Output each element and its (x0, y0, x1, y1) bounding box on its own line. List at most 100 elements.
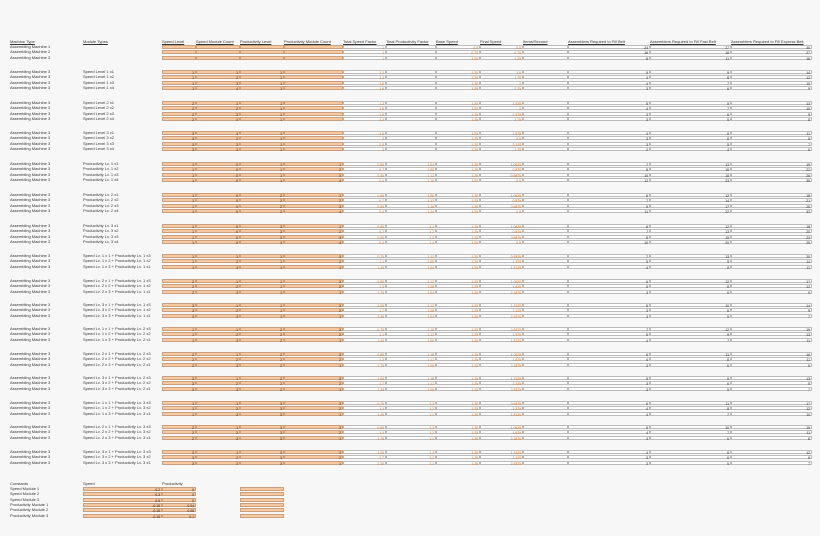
cell-b1[interactable]: 3 (568, 460, 650, 466)
machine-type-cell[interactable]: Assembling Machine 3 (10, 145, 51, 151)
cell-b1[interactable]: 3 (568, 386, 650, 392)
cell-pc[interactable]: 3 (284, 401, 343, 406)
cell-b2[interactable]: 12 (650, 224, 731, 229)
cell-pc[interactable]: 2 (284, 381, 343, 386)
constant-cell-speed[interactable]: 0.3 (83, 492, 162, 497)
constant-cell-blank[interactable] (240, 492, 284, 497)
cell-tpf[interactable] (386, 106, 436, 111)
cell-pl[interactable] (240, 50, 284, 55)
cell-pc[interactable]: 1 (284, 264, 343, 270)
cell-tsf[interactable]: 0.55 (343, 172, 386, 178)
cell-b2[interactable]: 5 (650, 386, 731, 392)
cell-sc[interactable]: 0 (196, 177, 240, 183)
module-type-cell[interactable]: Productivity Lv. 3 x1 (83, 223, 119, 228)
cell-tpf[interactable]: 1.1 (386, 224, 436, 229)
cell-sc[interactable]: 2 (196, 332, 240, 337)
cell-sc[interactable]: 2 (196, 136, 240, 141)
cell-ips[interactable] (523, 234, 568, 239)
module-type-cell[interactable]: Speed Level 2 x2 (83, 105, 114, 111)
cell-tpf[interactable] (386, 131, 436, 135)
constant-cell-speed[interactable]: -0.15 (83, 513, 162, 519)
cell-tpf[interactable] (386, 55, 436, 60)
cell-sl[interactable] (162, 50, 196, 55)
cell-b1[interactable]: 3 (568, 111, 650, 117)
cell-sc[interactable]: 1 (196, 425, 240, 430)
cell-pl[interactable]: 3 (240, 229, 284, 234)
cell-tpf[interactable] (386, 80, 436, 85)
cell-bs[interactable]: 1.25 (436, 425, 480, 430)
cell-tsf[interactable]: 1.45 (343, 411, 386, 417)
module-type-cell[interactable]: Speed Level 3 x3 (83, 140, 114, 146)
cell-fs[interactable]: 0.5 (480, 45, 523, 50)
module-type-cell[interactable]: Speed Lv. 3 x 1 + Productivity Lv. 1 x3 (83, 302, 151, 307)
module-type-cell[interactable]: Speed Lv. 2 x 1 + Productivity Lv. 3 x3 (83, 424, 151, 429)
module-type-cell[interactable]: Speed Lv. 1 x 2 + Productivity Lv. 2 x2 (83, 331, 151, 337)
cell-sc[interactable] (196, 45, 240, 49)
cell-tpf[interactable] (386, 85, 436, 90)
cell-pc[interactable]: 4 (284, 239, 343, 245)
cell-sl[interactable]: 1 (162, 162, 196, 167)
cell-pl[interactable]: 2 (240, 332, 284, 337)
cell-sl[interactable]: 2 (162, 279, 196, 284)
machine-type-cell[interactable]: Assembling Machine 3 (10, 253, 51, 258)
cell-tsf[interactable]: 1.9 (343, 111, 386, 117)
cell-ips[interactable] (523, 362, 568, 367)
machine-type-cell[interactable]: Assembling Machine 3 (10, 140, 51, 146)
cell-tpf[interactable]: 1.2 (386, 406, 436, 411)
cell-bs[interactable]: 1.25 (436, 224, 480, 229)
cell-pc[interactable]: 1 (284, 313, 343, 319)
cell-fs[interactable]: 1.375 (480, 259, 523, 264)
cell-pl[interactable]: 2 (240, 386, 284, 392)
cell-pl[interactable]: 3 (240, 406, 284, 411)
cell-sl[interactable]: 3 (162, 455, 196, 460)
cell-pl[interactable]: 3 (240, 224, 284, 229)
machine-type-cell[interactable]: Assembling Machine 3 (10, 361, 51, 367)
cell-fs[interactable]: 0.875 (480, 198, 523, 203)
cell-ips[interactable] (523, 313, 568, 318)
cell-tpf[interactable]: 1.16 (386, 177, 436, 183)
cell-sc[interactable]: 0 (196, 229, 240, 234)
cell-pl[interactable]: 3 (240, 411, 284, 417)
cell-ips[interactable] (523, 172, 568, 177)
cell-tpf[interactable]: 1.1 (386, 460, 436, 466)
cell-tsf[interactable]: 0.7 (343, 229, 386, 234)
module-type-cell[interactable]: Productivity Lv. 1 x1 (83, 161, 119, 166)
cell-bs[interactable]: 1.25 (436, 177, 480, 183)
cell-b3[interactable]: 7 (731, 460, 812, 466)
cell-b1[interactable]: 3 (568, 362, 650, 368)
cell-tpf[interactable]: 1.12 (386, 254, 436, 259)
cell-ips[interactable] (523, 430, 568, 435)
cell-b2[interactable]: 8 (650, 75, 731, 80)
cell-tsf[interactable]: 1.75 (343, 289, 386, 295)
machine-type-cell[interactable]: Assembling Machine 3 (10, 258, 51, 264)
cell-sc[interactable]: 2 (196, 284, 240, 289)
cell-bs[interactable]: 1.25 (436, 208, 480, 214)
cell-pc[interactable]: 1 (284, 362, 343, 368)
cell-sl[interactable]: 3 (162, 313, 196, 319)
cell-b1[interactable]: 24 (568, 45, 650, 50)
cell-tpf[interactable]: 1.08 (386, 284, 436, 289)
cell-tpf[interactable]: 1.18 (386, 376, 436, 381)
cell-ips[interactable] (523, 55, 568, 60)
cell-ips[interactable] (523, 284, 568, 289)
cell-pc[interactable]: 1 (284, 162, 343, 167)
cell-pl[interactable]: 1 (240, 313, 284, 319)
cell-pl[interactable]: 1 (240, 70, 284, 75)
cell-b3[interactable]: 8 (731, 136, 812, 141)
cell-tpf[interactable]: 1.2 (386, 455, 436, 460)
module-type-cell[interactable]: Speed Level 1 x2 (83, 74, 114, 80)
module-type-cell[interactable]: Productivity Lv. 2 x1 (83, 192, 119, 197)
cell-tsf[interactable]: 1.45 (343, 337, 386, 343)
cell-fs[interactable]: 2.9375 (480, 460, 523, 466)
cell-b2[interactable]: 11 (650, 401, 731, 406)
cell-ips[interactable] (523, 224, 568, 228)
cell-pl[interactable]: 1 (240, 101, 284, 106)
cell-sl[interactable]: 2 (162, 284, 196, 289)
cell-pc[interactable]: 1 (284, 289, 343, 295)
cell-b3[interactable]: 33 (731, 208, 812, 214)
cell-tsf[interactable]: 1.7 (343, 308, 386, 313)
cell-b1[interactable]: 10 (568, 239, 650, 245)
cell-b2[interactable]: 12 (650, 279, 731, 284)
cell-ips[interactable] (523, 259, 568, 264)
cell-sl[interactable]: 1 (162, 203, 196, 209)
